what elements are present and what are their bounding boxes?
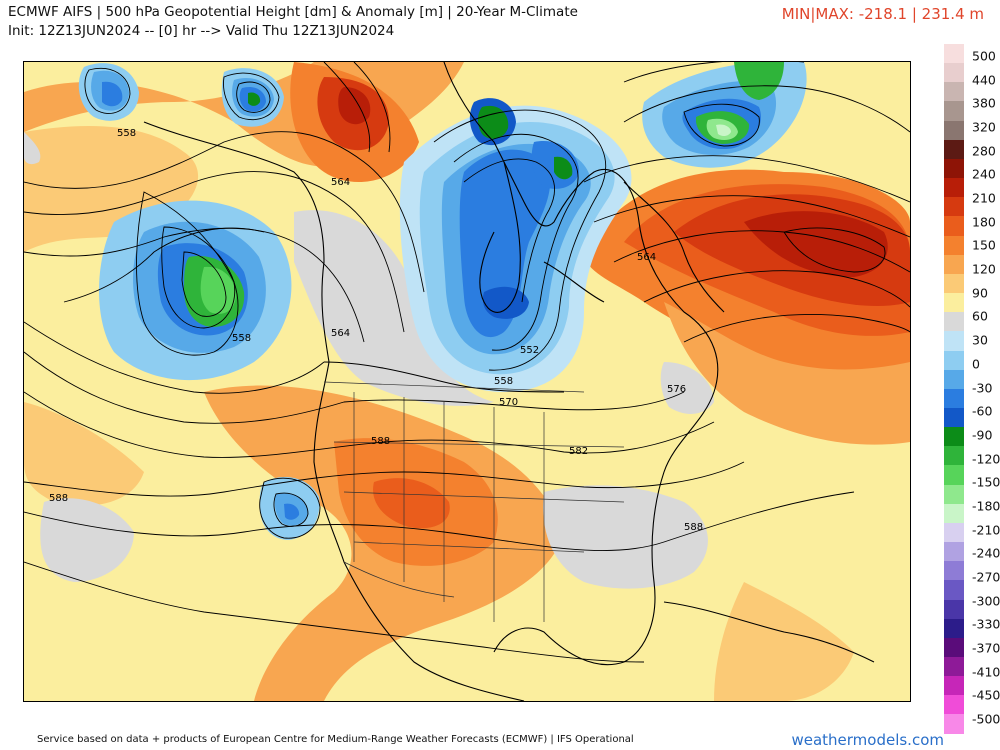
color-swatch (944, 657, 964, 677)
color-swatch (944, 82, 964, 102)
color-swatch (944, 637, 964, 657)
color-scale-tick: -210 (972, 522, 1000, 538)
borders (323, 381, 625, 622)
color-swatch (944, 139, 964, 159)
color-swatch (944, 676, 964, 696)
color-swatch (944, 599, 964, 619)
color-scale-tick: 180 (972, 214, 996, 230)
color-scale-tick: -450 (972, 687, 1000, 703)
color-scale-tick: 60 (972, 308, 988, 324)
color-scale-tick: 150 (972, 237, 996, 253)
color-scale-tick: -150 (972, 474, 1000, 490)
color-swatch (944, 235, 964, 255)
color-scale-tick: 240 (972, 166, 996, 182)
color-swatch (944, 427, 964, 447)
color-swatch (944, 542, 964, 562)
contour-label: 588 (49, 493, 68, 504)
height-contours (24, 62, 910, 663)
color-scale-tick: 280 (972, 143, 996, 159)
color-scale-tick: -60 (972, 403, 993, 419)
color-scale-tick: -90 (972, 427, 993, 443)
color-swatch (944, 388, 964, 408)
contour-label: 570 (499, 397, 518, 408)
contour-label: 552 (520, 345, 539, 356)
color-swatch (944, 484, 964, 504)
color-scale-tick: 30 (972, 332, 988, 348)
negative-anomaly-regions (78, 62, 807, 540)
contour-label: 576 (667, 384, 686, 395)
color-swatch (944, 695, 964, 715)
neutral-regions (24, 132, 714, 589)
color-scale-tick: -120 (972, 451, 1000, 467)
contour-label: 564 (331, 177, 350, 188)
contour-label: 558 (232, 333, 251, 344)
color-scale-tick: 320 (972, 119, 996, 135)
color-swatch (944, 331, 964, 351)
color-scale-tick: -240 (972, 545, 1000, 561)
color-scale-tick: 500 (972, 48, 996, 64)
color-swatch (944, 446, 964, 466)
init-valid-time: Init: 12Z13JUN2024 -- [0] hr --> Valid T… (8, 23, 395, 39)
color-swatch (944, 120, 964, 140)
contour-label: 558 (494, 376, 513, 387)
contour-label: 582 (569, 446, 588, 457)
contour-label: 588 (684, 522, 703, 533)
color-scale-tick: 380 (972, 95, 996, 111)
color-swatch (944, 178, 964, 198)
color-scale-tick: 120 (972, 261, 996, 277)
color-swatch (944, 407, 964, 428)
color-swatch (944, 561, 964, 581)
color-swatch (944, 254, 964, 274)
color-swatch (944, 350, 964, 370)
color-swatch (944, 618, 964, 638)
color-scale-tick: -30 (972, 380, 993, 395)
contour-label: 588 (371, 436, 390, 447)
data-credit: Service based on data + products of Euro… (37, 734, 634, 745)
color-swatch (944, 63, 964, 83)
color-scale-tick: 210 (972, 190, 996, 206)
color-swatch (944, 273, 964, 294)
color-swatch (944, 522, 964, 543)
color-scale-tick: 440 (972, 72, 996, 88)
color-scale-tick: -300 (972, 593, 1000, 609)
color-scale-tick: -330 (972, 616, 1000, 632)
color-swatch (944, 216, 964, 236)
color-swatch (944, 197, 964, 217)
color-swatch (944, 293, 964, 313)
color-swatch (944, 158, 964, 179)
contour-labels: 558 564 558 564 552 558 570 588 582 576 … (49, 128, 703, 533)
color-swatch (944, 714, 964, 734)
color-swatch (944, 101, 964, 121)
contour-label: 564 (331, 328, 350, 339)
color-scale-tick: -180 (972, 498, 1000, 514)
color-scale-tick: -410 (972, 664, 1000, 680)
color-swatch (944, 465, 964, 485)
min-max-readout: MIN|MAX: -218.1 | 231.4 m (781, 5, 984, 23)
color-scale-bar (944, 44, 964, 734)
color-scale-tick: 90 (972, 285, 988, 301)
color-swatch (944, 503, 964, 523)
chart-title: ECMWF AIFS | 500 hPa Geopotential Height… (8, 4, 578, 20)
color-swatch (944, 580, 964, 600)
color-scale-tick: -500 (972, 711, 1000, 727)
color-swatch (944, 312, 964, 332)
color-swatch (944, 369, 964, 389)
color-scale-tick: 0 (972, 356, 980, 372)
anomaly-map: 558 564 558 564 552 558 570 588 582 576 … (23, 61, 911, 702)
coastlines (143, 62, 875, 701)
color-scale-tick: -270 (972, 569, 1000, 585)
contour-label: 564 (637, 252, 656, 263)
contour-label: 558 (117, 128, 136, 139)
positive-anomaly-regions (24, 62, 910, 701)
color-swatch (944, 44, 964, 64)
brand-link[interactable]: weathermodels.com (791, 731, 944, 749)
color-scale-tick: -370 (972, 640, 1000, 656)
